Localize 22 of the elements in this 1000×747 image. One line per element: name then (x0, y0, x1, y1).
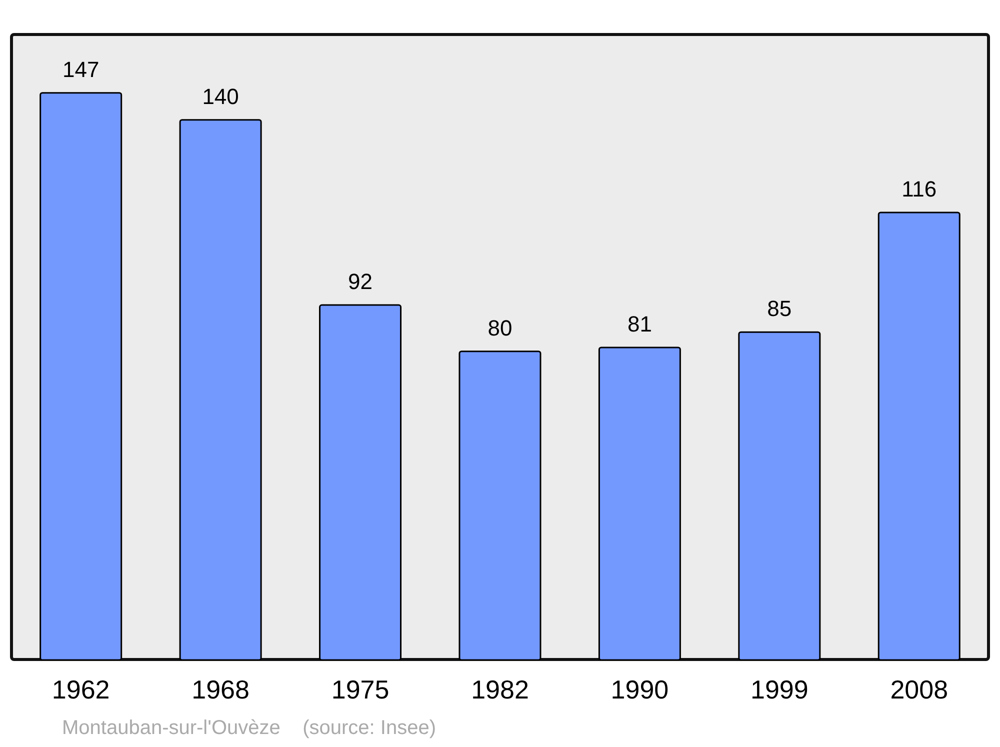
data-label: 81 (627, 312, 652, 336)
data-label: 140 (202, 84, 239, 109)
x-tick-label: 1968 (192, 674, 250, 704)
data-label: 116 (902, 176, 937, 202)
x-tick-label: 1982 (471, 674, 529, 704)
bar (598, 346, 681, 660)
data-label: 85 (767, 296, 792, 322)
x-tick-label: 1962 (52, 674, 110, 704)
bar (179, 119, 262, 660)
bar (319, 304, 402, 660)
x-tick-label: 1999 (750, 674, 808, 704)
x-tick-label: 2008 (890, 674, 948, 704)
bar (878, 212, 960, 660)
x-tick-label: 1975 (331, 674, 390, 704)
bar (40, 92, 122, 660)
data-label: 80 (488, 315, 512, 340)
data-label: 147 (62, 56, 100, 82)
x-tick-label: 1990 (610, 674, 669, 704)
bar (738, 331, 821, 660)
text: Montauban-sur-l'Ouvèze (source: Insee) (62, 717, 436, 740)
bar (458, 350, 542, 660)
data-label: 92 (348, 269, 373, 294)
